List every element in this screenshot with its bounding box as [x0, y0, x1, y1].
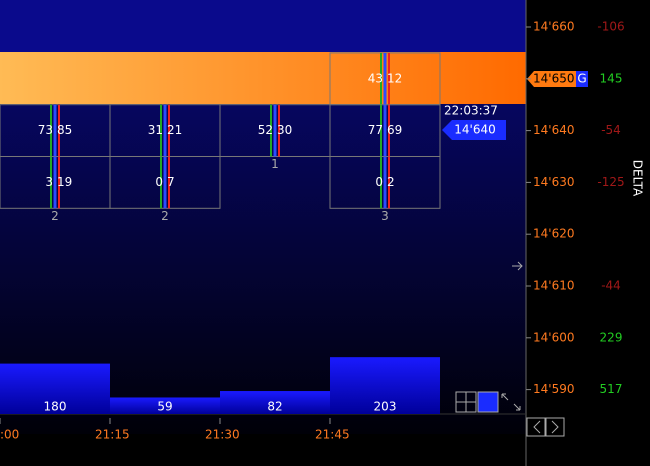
price-label: 14'600 [533, 330, 574, 344]
cell-bid: 77 [368, 123, 383, 137]
delta-value: -106 [597, 20, 624, 34]
cell-ask: 2 [387, 175, 395, 189]
price-label: 14'660 [533, 20, 574, 34]
cell-ask: 30 [277, 123, 292, 137]
scroll-left[interactable] [526, 417, 546, 437]
cell-ask: 19 [57, 175, 72, 189]
price-label: 14'610 [533, 279, 574, 293]
column-count: 3 [381, 209, 389, 223]
cell-ask: 12 [387, 71, 402, 85]
delta-value: -125 [597, 175, 624, 189]
time-label: :00 [0, 428, 19, 442]
cell-ask: 21 [167, 123, 182, 137]
cell-bid: 0 [155, 175, 163, 189]
last-price-tag [442, 120, 506, 140]
upper-zone [0, 0, 526, 52]
time-label: 21:30 [205, 428, 240, 442]
column-count: 2 [161, 209, 169, 223]
volume-bar [0, 363, 110, 414]
scroll-arrow[interactable] [512, 261, 523, 271]
delta-value: -54 [601, 123, 621, 137]
cell-bid: 73 [38, 123, 53, 137]
volume-bar [330, 357, 440, 414]
time-label: 21:45 [315, 428, 350, 442]
cell-ask: 7 [167, 175, 175, 189]
cell-ask: 69 [387, 123, 402, 137]
profile-button[interactable] [477, 391, 499, 413]
column-count: 1 [271, 157, 279, 171]
volume-bar [220, 391, 330, 414]
value-area-band [0, 52, 526, 104]
time-label: 21:15 [95, 428, 130, 442]
scroll-right[interactable] [545, 417, 565, 437]
volume-label: 180 [44, 400, 67, 414]
marker-box [576, 71, 588, 87]
price-label: 14'590 [533, 382, 574, 396]
cell-bid: 3 [45, 175, 53, 189]
delta-value: -44 [601, 279, 621, 293]
last-price: 14'640 [454, 123, 495, 137]
volume-bar [110, 397, 220, 414]
volume-label: 82 [267, 400, 282, 414]
cell-bid: 31 [148, 123, 163, 137]
price-label: 14'640 [533, 123, 574, 137]
cell-bid: 0 [375, 175, 383, 189]
delta-value: 517 [600, 382, 623, 396]
price-label: 14'620 [533, 227, 574, 241]
delta-value: 229 [600, 330, 623, 344]
price-label: 14'650 [533, 71, 574, 85]
marker: G [577, 72, 586, 86]
cell-ask: 85 [57, 123, 72, 137]
cell-bid: 43 [368, 71, 383, 85]
delta-value: 145 [600, 71, 623, 85]
volume-label: 59 [157, 400, 172, 414]
column-count: 2 [51, 209, 59, 223]
toolbar [455, 261, 565, 437]
cell-bid: 52 [258, 123, 273, 137]
expand-button[interactable] [501, 393, 521, 411]
clock: 22:03:37 [444, 104, 498, 118]
price-label: 14'630 [533, 175, 574, 189]
volume-label: 203 [374, 400, 397, 414]
current-price-tag [527, 71, 576, 87]
delta-header: DELTA [631, 160, 645, 197]
